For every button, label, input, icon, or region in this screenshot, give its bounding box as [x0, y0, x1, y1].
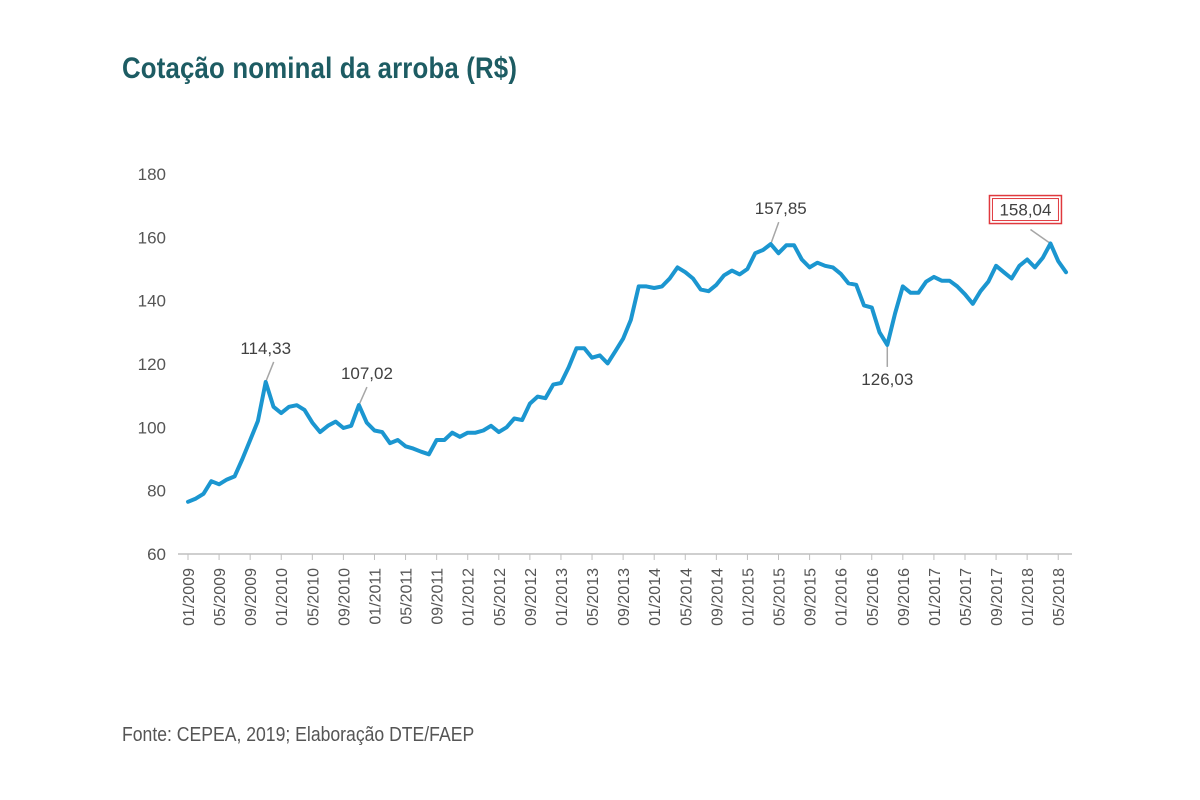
annotation-label: 126,03 [861, 370, 913, 389]
y-axis-ticks: 60 80 100 120 140 160 180 [138, 165, 166, 564]
y-tick-label: 120 [138, 355, 166, 374]
x-tick-label: 05/2009 [212, 568, 229, 626]
annotation-leader-line [1030, 228, 1051, 245]
source-note: Fonte: CEPEA, 2019; Elaboração DTE/FAEP [122, 724, 475, 746]
x-tick-label: 01/2012 [461, 568, 478, 626]
x-tick-label: 01/2015 [740, 568, 757, 626]
x-tick-label: 05/2013 [585, 568, 602, 626]
chart-title: Cotação nominal da arroba (R$) [122, 52, 518, 85]
x-axis-ticks [187, 554, 1059, 560]
x-tick-label: 09/2009 [243, 568, 260, 626]
x-tick-label: 01/2014 [647, 568, 664, 626]
x-tick-label: 05/2016 [865, 568, 882, 626]
x-tick-label: 01/2018 [1020, 568, 1037, 626]
annotation-label: 107,02 [341, 364, 393, 383]
x-tick-label: 05/2014 [678, 568, 695, 626]
x-tick-label: 01/2017 [927, 568, 944, 626]
x-tick-label: 09/2016 [896, 568, 913, 626]
x-tick-label: 05/2015 [772, 568, 789, 626]
annotation-label: 157,85 [755, 199, 807, 218]
x-tick-label: 09/2010 [336, 568, 353, 626]
annotation-label: 114,33 [240, 339, 291, 358]
x-tick-label: 09/2015 [803, 568, 820, 626]
y-tick-label: 140 [138, 292, 166, 311]
highlight-box-inner [991, 198, 1059, 222]
x-tick-label: 05/2010 [305, 568, 322, 626]
x-tick-label: 09/2012 [523, 568, 540, 626]
x-tick-label: 05/2018 [1051, 568, 1068, 626]
y-tick-label: 80 [147, 482, 166, 501]
data-annotations: 114,33 107,02 157,85 126,03 158,04 [240, 194, 1063, 406]
x-tick-label: 09/2011 [430, 568, 447, 625]
annotation-leader-line [265, 361, 275, 383]
annotation-label: 158,04 [999, 201, 1051, 220]
x-axis-labels: 01/2009 05/2009 09/2009 01/2010 05/2010 09/20… [181, 568, 1068, 626]
x-tick-label: 01/2011 [367, 568, 384, 625]
x-tick-label: 01/2010 [274, 568, 291, 626]
highlight-box [988, 194, 1063, 225]
annotation-leader-line [770, 221, 780, 245]
series-line [186, 241, 1068, 504]
y-tick-label: 60 [147, 545, 166, 564]
y-tick-label: 100 [138, 418, 166, 437]
x-tick-label: 09/2017 [989, 568, 1006, 626]
annotation-leader-line [358, 386, 368, 406]
x-tick-label: 09/2014 [709, 568, 726, 626]
x-tick-label: 01/2013 [554, 568, 571, 626]
y-tick-label: 180 [138, 165, 166, 184]
x-tick-label: 05/2012 [492, 568, 509, 626]
y-tick-label: 160 [138, 228, 166, 247]
x-tick-label: 05/2017 [958, 568, 975, 626]
x-tick-label: 09/2013 [616, 568, 633, 626]
x-tick-label: 05/2011 [399, 568, 416, 625]
x-tick-label: 01/2016 [834, 568, 851, 626]
x-tick-label: 01/2009 [181, 568, 198, 626]
